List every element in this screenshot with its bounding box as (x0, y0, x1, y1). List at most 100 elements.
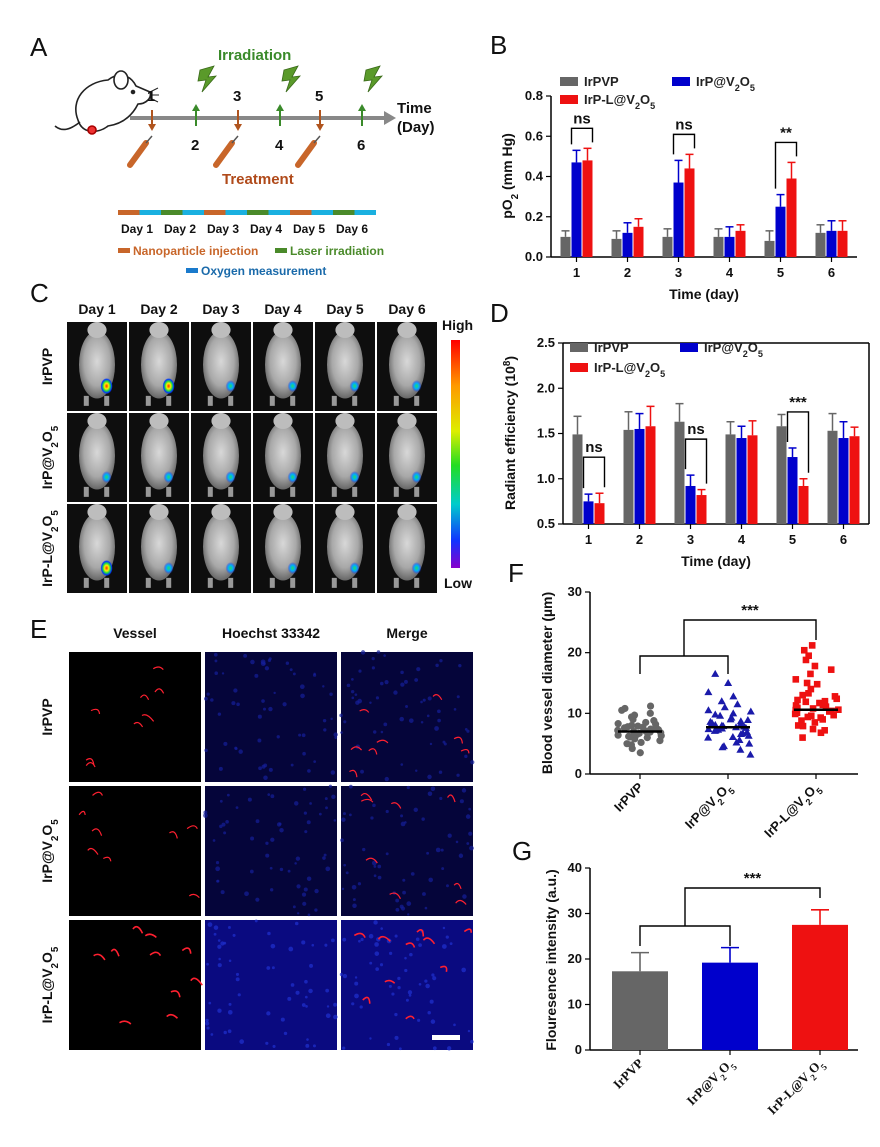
data-point (798, 717, 805, 724)
vessel-stroke (439, 965, 448, 972)
nucleus-dot (435, 847, 441, 853)
nucleus-dot (294, 921, 299, 926)
nucleus-dot (373, 865, 377, 868)
mouse-leg (145, 486, 151, 497)
vessel-stroke (103, 856, 112, 862)
nucleus-dot (352, 898, 356, 902)
nucleus-dot (386, 1042, 391, 1047)
nucleus-dot (395, 898, 400, 903)
data-point (804, 713, 812, 721)
bar (645, 426, 656, 524)
nucleus-dot (334, 736, 338, 740)
nucleus-dot (384, 680, 389, 685)
mouse-leg (352, 395, 358, 406)
nucleus-dot (408, 718, 414, 723)
panel-c-label: C (30, 278, 49, 308)
nucleus-dot (407, 913, 410, 916)
y-tick-label: 2.5 (537, 335, 555, 350)
nucleus-dot (449, 942, 453, 945)
nucleus-dot (369, 701, 372, 704)
imaging-grid: Day 1 Day 2 Day 3 Day 4 Day 5 Day 6 IrPVP IrP@V… (39, 301, 437, 593)
nucleus-dot (257, 738, 262, 743)
nucleus-dot (239, 1039, 245, 1044)
nucleus-dot (223, 941, 227, 945)
data-point (614, 731, 622, 739)
vessel-stroke (447, 794, 456, 803)
vessel-stroke (422, 937, 436, 945)
significance-bracket (570, 127, 594, 145)
nucleus-dot (343, 720, 347, 724)
data-point (809, 725, 817, 733)
nucleus-dot (267, 931, 271, 936)
nucleus-dot (237, 993, 241, 997)
nucleus-dot (323, 853, 327, 857)
data-point (724, 679, 733, 686)
nucleus-dot (295, 990, 300, 995)
nucleus-dot (290, 763, 294, 767)
vessel-stroke (93, 953, 106, 961)
nucleus-dot (292, 672, 296, 676)
nucleus-dot (322, 718, 327, 723)
nucleus-dot (296, 884, 301, 889)
mouse-leg (290, 486, 296, 497)
nucleus-dot (255, 897, 260, 902)
tumor-signal (349, 562, 360, 575)
mouse-head (397, 322, 417, 338)
mouse-leg (104, 395, 110, 406)
mouse-leg (331, 395, 337, 406)
nucleus-dot (262, 707, 267, 711)
mouse-leg (145, 577, 151, 588)
nucleus-dot (461, 788, 467, 793)
bar (623, 429, 634, 524)
significance-label: ns (687, 421, 705, 438)
data-point (827, 666, 835, 673)
nucleus-dot (435, 663, 439, 668)
mouse-leg (393, 395, 399, 406)
syringe-needle (231, 135, 239, 144)
bar (674, 421, 685, 524)
tumor-signal (225, 562, 236, 575)
mouse-leg (207, 486, 213, 497)
legend-injection: Nanoparticle injection (133, 244, 258, 258)
nucleus-dot (270, 837, 275, 842)
nucleus-dot (404, 679, 408, 684)
nucleus-dot (267, 793, 271, 796)
data-point (729, 692, 738, 700)
nucleus-dot (309, 802, 312, 805)
tumor-signal (411, 380, 422, 393)
day-bar-first-half (161, 210, 183, 215)
nucleus-dot (333, 1002, 338, 1007)
nucleus-dot (458, 663, 462, 668)
nucleus-dot (369, 961, 373, 965)
nucleus-dot (217, 944, 222, 949)
legend-laser: Laser irradiation (290, 244, 384, 258)
nucleus-dot (205, 1018, 209, 1023)
vessel-stroke (405, 942, 416, 948)
nucleus-dot (470, 1039, 474, 1044)
nucleus-dot (250, 659, 255, 665)
nucleus-dot (461, 967, 466, 973)
nucleus-dot (249, 869, 254, 874)
nucleus-dot (373, 874, 377, 878)
microscopy-row-label: IrP-L@V2O5 (39, 946, 61, 1023)
nucleus-dot (446, 1046, 452, 1051)
x-tick-label: IrP@V2O5 (682, 780, 737, 835)
nucleus-dot (270, 794, 275, 799)
vessel-stroke (360, 798, 374, 803)
tumor-signal (287, 562, 298, 575)
tumor-signal (225, 380, 236, 393)
day-bar-label: Day 2 (164, 222, 196, 236)
panel-c: C Day 1 Day 2 Day 3 Day 4 Day 5 Day 6 IrPVP IrP… (30, 278, 473, 593)
mouse-leg (228, 486, 234, 497)
nucleus-dot (404, 821, 407, 824)
imaging-day-header: Day 1 (78, 301, 116, 317)
nucleus-dot (434, 726, 439, 731)
colorbar-low: Low (444, 575, 472, 591)
syringe-icon (127, 140, 149, 168)
y-tick-label: 40 (568, 860, 582, 875)
nucleus-dot (459, 799, 464, 804)
nucleus-dot (282, 702, 287, 707)
nucleus-dot (331, 794, 336, 799)
vessel-stroke (390, 802, 402, 809)
nucleus-dot (383, 654, 386, 657)
